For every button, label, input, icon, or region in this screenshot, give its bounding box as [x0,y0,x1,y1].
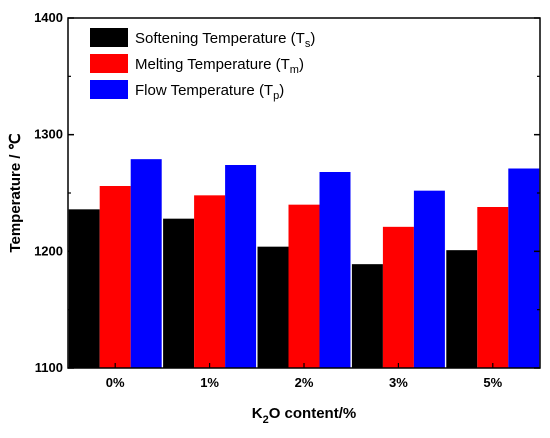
x-tick-label: 3% [389,375,408,390]
legend-label-s: Softening Temperature (Ts) [135,30,315,50]
y-tick-label: 1400 [34,10,63,25]
bar-s-5pct [446,250,478,368]
y-tick-label: 1200 [34,243,63,258]
legend-label-m: Melting Temperature (Tm) [135,56,304,76]
bar-m-2pct [288,204,320,368]
x-axis-title: K2O content/% [252,405,356,426]
bar-m-1pct [194,195,226,368]
bar-s-0pct [68,209,100,368]
x-tick-label: 1% [200,375,219,390]
bar-s-1pct [163,218,195,368]
x-tick-label: 2% [295,375,314,390]
legend-swatch-m [90,54,128,73]
bar-p-3pct [413,190,445,368]
x-axis-title-subscript: 2 [263,414,269,426]
y-tick-label: 1100 [35,360,63,375]
x-tick-label: 0% [106,375,125,390]
x-axis-title-suffix: O content/% [269,405,357,422]
legend-swatch-s [90,28,128,47]
ticks-layer: 1100 1200 1300 1400 0% 1% 2% 3% 5% [34,10,540,390]
legend: Softening Temperature (Ts) Melting Temper… [90,28,315,102]
bar-m-3pct [382,226,414,368]
legend-label-p: Flow Temperature (Tp) [135,82,284,102]
bar-p-1pct [225,165,257,368]
bar-s-2pct [257,246,289,368]
bar-m-0pct [99,186,131,368]
bar-p-0pct [130,159,162,368]
bar-p-2pct [319,172,351,368]
y-axis-title: Temperature / ℃ [7,133,24,252]
bar-m-5pct [477,207,509,368]
x-tick-label: 5% [483,375,502,390]
bars-layer [68,159,540,368]
x-axis-title-prefix: K [252,405,263,422]
bar-s-3pct [351,264,383,368]
bar-p-5pct [508,168,540,368]
legend-swatch-p [90,80,128,99]
y-tick-label: 1300 [34,127,63,142]
